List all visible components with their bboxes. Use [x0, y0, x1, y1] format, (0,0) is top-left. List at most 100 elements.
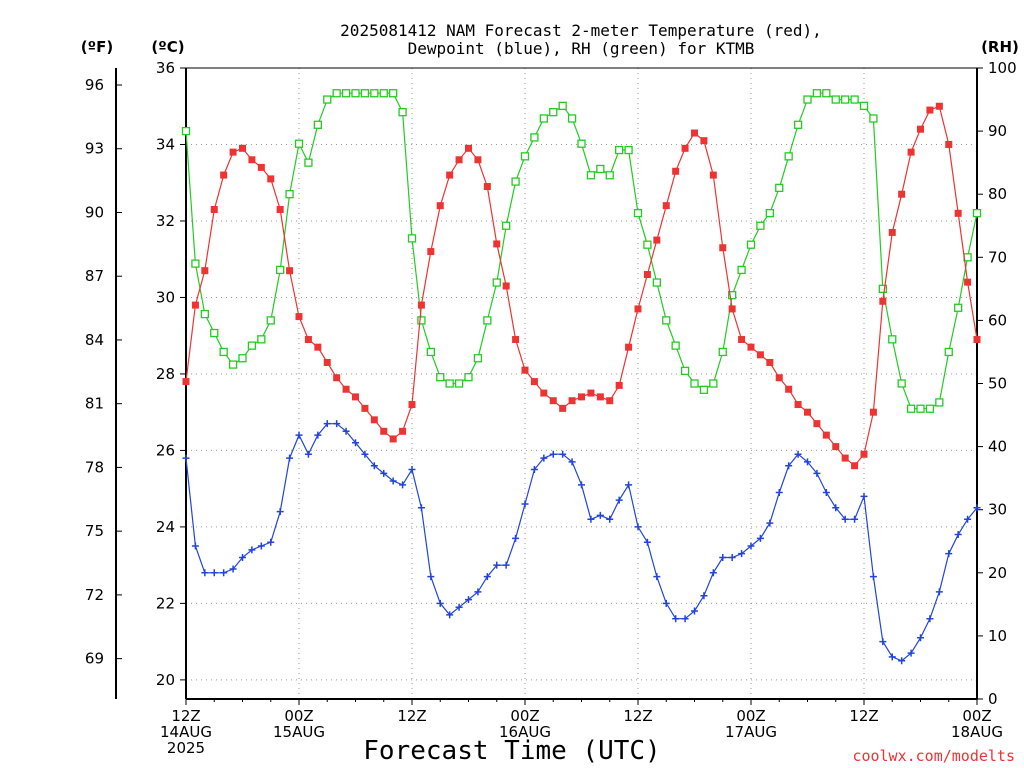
dewpoint-point — [559, 450, 567, 458]
rh-tick-label: 30 — [988, 501, 1007, 519]
dewpoint-point — [342, 427, 350, 435]
dewpoint-point — [841, 515, 849, 523]
dewpoint-point — [785, 462, 793, 470]
dewpoint-point — [352, 439, 359, 447]
temperature-point — [653, 236, 661, 244]
dewpoint-point — [493, 561, 501, 569]
temperature-point — [220, 171, 228, 179]
celsius-tick-label: 22 — [156, 594, 175, 612]
temperature-point — [474, 156, 482, 164]
temperature-point — [314, 343, 322, 351]
rh-point — [454, 379, 464, 388]
dewpoint-point — [333, 420, 341, 428]
rh-point — [822, 89, 831, 98]
temperature-point — [794, 401, 802, 409]
rh-point — [276, 265, 285, 275]
dewpoint-point — [709, 569, 717, 577]
temperature-point — [559, 404, 567, 412]
rh-tick-label: 50 — [988, 375, 1007, 393]
dewpoint-point — [446, 611, 454, 619]
dewpoint-point — [719, 554, 727, 562]
temperature-point — [493, 240, 501, 248]
rh-point — [492, 278, 501, 287]
temperature-point — [427, 248, 435, 256]
temperature-point — [643, 271, 651, 279]
temperature-point — [446, 171, 454, 179]
rh-point — [841, 95, 850, 104]
celsius-tick-label: 36 — [156, 59, 175, 77]
temperature-point — [286, 267, 294, 275]
rh-point — [370, 89, 379, 98]
temperature-point — [709, 171, 717, 179]
temperature-point — [417, 301, 425, 309]
dewpoint-point — [417, 504, 425, 512]
temperature-point — [945, 140, 953, 148]
dewpoint-point — [380, 469, 388, 477]
time-tick-label: 15AUG — [273, 723, 325, 741]
dewpoint-point — [182, 454, 190, 462]
fahrenheit-tick-label: 87 — [85, 267, 104, 285]
celsius-tick-label: 32 — [156, 212, 175, 230]
temperature-point — [568, 397, 576, 405]
rh-point — [341, 89, 351, 98]
temperature-point — [615, 381, 623, 389]
rh-point — [972, 208, 982, 218]
dewpoint-point — [201, 569, 209, 577]
rh-point — [643, 240, 652, 249]
temperature-point — [907, 148, 915, 156]
dewpoint-point — [926, 615, 934, 623]
dewpoint-point — [370, 462, 378, 470]
rh-point — [803, 95, 812, 104]
rh-point — [615, 145, 624, 155]
dewpoint-point — [483, 573, 491, 581]
dewpoint-point — [229, 565, 237, 573]
temperature-point — [869, 408, 877, 416]
temperature-point — [672, 167, 680, 175]
dewpoint-point — [625, 481, 633, 489]
dewpoint-point — [596, 511, 604, 519]
rh-point — [793, 120, 803, 129]
rh-point — [586, 171, 596, 180]
temperature-point — [578, 393, 585, 401]
dewpoint-point — [766, 519, 774, 527]
rh-point — [502, 221, 511, 230]
rh-point — [511, 177, 520, 186]
dewpoint-point — [267, 538, 275, 546]
dewpoint-point — [747, 542, 755, 550]
time-tick-label: 12Z — [171, 707, 200, 725]
temperature-point — [954, 209, 962, 217]
temperature-point — [879, 297, 887, 305]
dewpoint-point — [954, 531, 962, 539]
time-tick-label: 14AUG — [160, 723, 212, 741]
temperature-point — [766, 358, 774, 366]
dewpoint-point — [314, 431, 322, 439]
dewpoint-point — [257, 542, 265, 550]
rh-point — [784, 152, 793, 161]
rh-point — [935, 398, 944, 407]
rh-point — [257, 335, 266, 344]
dewpoint-point — [907, 649, 915, 657]
rh-point — [191, 259, 200, 268]
rh-point — [812, 89, 822, 98]
dewpoint-point — [304, 450, 312, 458]
chart-axes — [115, 67, 978, 700]
rh-point — [313, 120, 322, 129]
rh-point — [294, 139, 304, 148]
dewpoint-point — [804, 458, 811, 466]
temperature-point — [738, 336, 746, 344]
dewpoint-point — [860, 492, 868, 500]
chart-title-line2: Dewpoint (blue), RH (green) for KTMB — [408, 39, 755, 58]
temperature-point — [719, 244, 727, 252]
dewpoint-point — [879, 638, 887, 646]
dewpoint-point — [634, 523, 642, 531]
dewpoint-point — [964, 515, 972, 523]
fahrenheit-tick-label: 90 — [85, 203, 104, 221]
dewpoint-point — [851, 515, 859, 523]
rh-point — [332, 89, 341, 98]
temperature-point — [352, 393, 359, 401]
temperature-point — [785, 385, 793, 393]
temperature-point — [935, 102, 943, 110]
temperature-point — [455, 156, 463, 164]
rh-tick-label: 40 — [988, 438, 1007, 456]
